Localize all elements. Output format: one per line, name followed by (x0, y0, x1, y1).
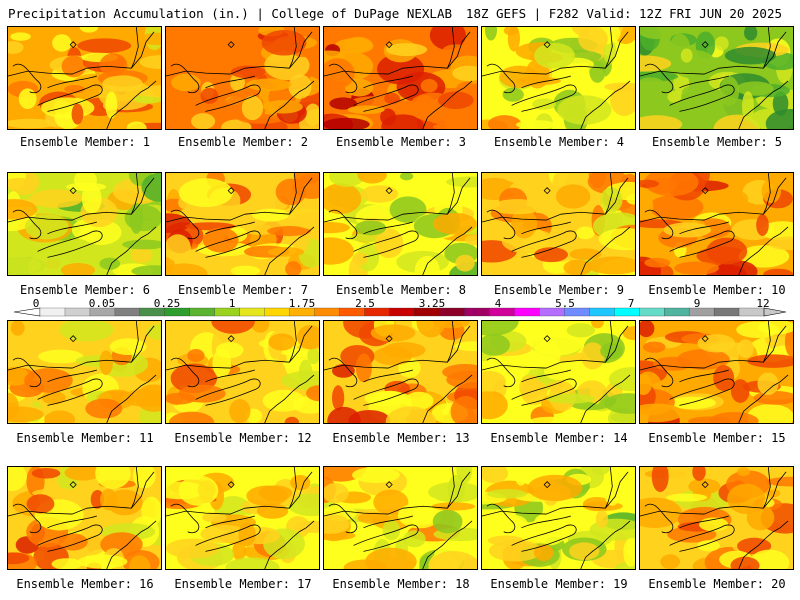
ensemble-member-caption: Ensemble Member: 13 (332, 431, 470, 445)
ensemble-member-caption: Ensemble Member: 15 (648, 431, 786, 445)
ensemble-member-caption: Ensemble Member: 10 (648, 283, 786, 297)
ensemble-member-map (481, 172, 636, 276)
colorbar-swatch (389, 307, 415, 317)
ensemble-member-caption: Ensemble Member: 16 (16, 577, 154, 591)
colorbar-swatch (639, 307, 665, 317)
ensemble-member-caption: Ensemble Member: 12 (174, 431, 312, 445)
colorbar-max-arrow (763, 307, 787, 317)
colorbar-tick-label: 1.75 (288, 297, 316, 310)
ensemble-member-map (323, 26, 478, 130)
ensemble-member-map (323, 172, 478, 276)
precipitation-colorbar (13, 307, 787, 317)
colorbar-tick-label: 0.25 (153, 297, 181, 310)
colorbar-swatch (489, 307, 515, 317)
ensemble-member-map (323, 320, 478, 424)
colorbar-tick-label: 3.25 (418, 297, 446, 310)
ensemble-member-caption: Ensemble Member: 2 (177, 135, 309, 149)
colorbar-swatch (264, 307, 291, 317)
ensemble-member-caption: Ensemble Member: 8 (335, 283, 467, 297)
ensemble-member-map (7, 26, 162, 130)
colorbar-swatch (239, 307, 266, 317)
ensemble-member-map (165, 26, 320, 130)
ensemble-member-caption: Ensemble Member: 7 (177, 283, 309, 297)
ensemble-member-map (639, 320, 794, 424)
ensemble-member-map (481, 466, 636, 570)
colorbar-swatch (314, 307, 341, 317)
colorbar-swatch (464, 307, 490, 317)
ensemble-member-map (7, 172, 162, 276)
ensemble-member-map (323, 466, 478, 570)
ensemble-member-caption: Ensemble Member: 4 (493, 135, 625, 149)
colorbar-swatch (663, 307, 690, 317)
ensemble-member-caption: Ensemble Member: 6 (19, 283, 151, 297)
ensemble-member-caption: Ensemble Member: 17 (174, 577, 312, 591)
ensemble-member-map (7, 466, 162, 570)
ensemble-member-caption: Ensemble Member: 20 (648, 577, 786, 591)
colorbar-swatch (214, 307, 241, 317)
colorbar-swatch (114, 307, 141, 317)
ensemble-member-map (165, 172, 320, 276)
map-title: Precipitation Accumulation (in.) | Colle… (8, 6, 453, 21)
ensemble-member-caption: Ensemble Member: 3 (335, 135, 467, 149)
colorbar-swatch (514, 307, 540, 317)
ensemble-member-caption: Ensemble Member: 9 (493, 283, 625, 297)
colorbar-tick-label: 1 (228, 297, 236, 310)
ensemble-member-map (165, 466, 320, 570)
ensemble-member-map (7, 320, 162, 424)
ensemble-member-caption: Ensemble Member: 1 (19, 135, 151, 149)
colorbar-swatch (39, 307, 66, 317)
colorbar-tick-label: 9 (693, 297, 701, 310)
colorbar-tick-label: 0 (32, 297, 40, 310)
colorbar-tick-label: 5.5 (555, 297, 575, 310)
ensemble-member-map (639, 26, 794, 130)
ensemble-member-map (639, 466, 794, 570)
ensemble-member-caption: Ensemble Member: 19 (490, 577, 628, 591)
colorbar-tick-label: 7 (627, 297, 635, 310)
ensemble-member-caption: Ensemble Member: 11 (16, 431, 154, 445)
ensemble-member-caption: Ensemble Member: 14 (490, 431, 628, 445)
colorbar-tick-label: 12 (756, 297, 770, 310)
ensemble-member-caption: Ensemble Member: 5 (651, 135, 783, 149)
colorbar-swatch (64, 307, 91, 317)
model-run-info: 18Z GEFS | F282 Valid: 12Z FRI JUN 20 20… (465, 6, 782, 21)
colorbar-tick-label: 0.05 (88, 297, 116, 310)
ensemble-member-map (165, 320, 320, 424)
ensemble-member-map (639, 172, 794, 276)
ensemble-member-map (481, 26, 636, 130)
ensemble-member-map (481, 320, 636, 424)
colorbar-swatch (589, 307, 615, 317)
colorbar-swatch (713, 307, 740, 317)
colorbar-tick-label: 2.5 (355, 297, 375, 310)
colorbar-swatch (189, 307, 216, 317)
colorbar-tick-label: 4 (494, 297, 502, 310)
ensemble-member-caption: Ensemble Member: 18 (332, 577, 470, 591)
